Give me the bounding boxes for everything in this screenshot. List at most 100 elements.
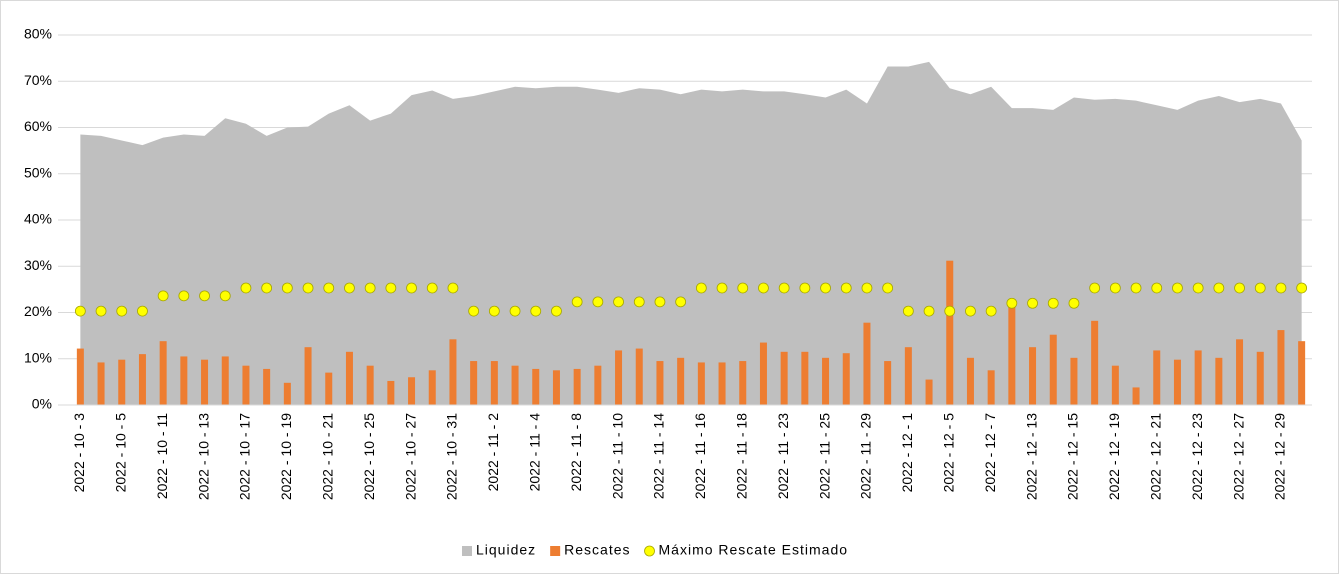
x-tick-label: 2022 - 11 - 8 xyxy=(568,413,584,492)
bar xyxy=(1091,320,1099,405)
legend-label: Liquidez xyxy=(476,542,536,558)
x-tick-label: 2022 - 12 - 1 xyxy=(899,413,915,493)
dot xyxy=(385,282,397,294)
dot xyxy=(364,282,376,294)
bar xyxy=(1008,305,1016,405)
dot xyxy=(137,305,148,317)
legend: Liquidez Rescates Máximo Rescate Estimado xyxy=(462,542,849,558)
bar xyxy=(1194,350,1202,405)
bar xyxy=(780,351,788,405)
bar xyxy=(118,359,126,405)
dot xyxy=(1296,282,1308,294)
bar xyxy=(1029,347,1037,405)
dot xyxy=(1089,282,1101,294)
x-tick-label: 2022 - 11 - 16 xyxy=(692,413,708,499)
legend-swatch xyxy=(462,546,472,556)
bar xyxy=(138,354,146,405)
y-tick-label: 30% xyxy=(24,257,52,273)
bar xyxy=(511,365,519,405)
bar xyxy=(966,357,974,405)
dot xyxy=(199,290,210,302)
bar xyxy=(718,362,726,405)
bar xyxy=(470,361,478,405)
x-tick-label: 2022 - 12 - 7 xyxy=(982,413,998,493)
dot xyxy=(758,282,769,294)
bar xyxy=(1132,387,1140,405)
bar xyxy=(304,347,312,405)
y-tick-label: 20% xyxy=(24,303,52,319)
bar xyxy=(263,368,271,405)
x-tick-label: 2022 - 11 - 25 xyxy=(816,413,832,499)
bar xyxy=(449,339,457,405)
dot xyxy=(447,282,459,294)
dot xyxy=(654,296,666,308)
x-tick-label: 2022 - 11 - 4 xyxy=(526,413,542,492)
bar xyxy=(1256,351,1264,405)
dot xyxy=(116,305,128,317)
dot xyxy=(592,296,604,308)
bar xyxy=(863,322,871,405)
bar xyxy=(345,351,353,405)
bar xyxy=(1153,350,1161,405)
dot xyxy=(944,305,956,317)
dot xyxy=(261,282,273,294)
x-tick-label: 2022 - 11 - 18 xyxy=(733,413,749,499)
y-tick-label: 70% xyxy=(24,72,52,88)
x-tick-label: 2022 - 10 - 17 xyxy=(237,413,253,500)
bar xyxy=(242,365,250,405)
dot xyxy=(95,305,107,317)
dot xyxy=(240,282,252,294)
bar xyxy=(490,361,498,405)
x-tick-label: 2022 - 12 - 19 xyxy=(1106,413,1122,500)
legend-label: Máximo Rescate Estimado xyxy=(659,542,849,558)
y-tick-label: 40% xyxy=(24,211,52,227)
dot xyxy=(530,305,542,317)
bar xyxy=(159,341,167,405)
dot xyxy=(1254,282,1266,294)
x-tick-label: 2022 - 12 - 5 xyxy=(940,413,956,493)
dot xyxy=(323,282,335,294)
bar xyxy=(325,372,333,405)
y-tick-label: 10% xyxy=(24,349,52,365)
x-tick-label: 2022 - 11 - 10 xyxy=(609,413,625,499)
x-tick-label: 2022 - 11 - 2 xyxy=(485,413,501,492)
dot xyxy=(1213,282,1225,294)
bar xyxy=(532,368,540,405)
legend-swatch xyxy=(644,545,655,557)
bar xyxy=(1298,341,1306,405)
bar xyxy=(1070,357,1078,405)
x-tick-label: 2022 - 10 - 5 xyxy=(112,413,128,493)
bar xyxy=(221,356,229,405)
legend-swatch xyxy=(550,546,561,556)
bar xyxy=(842,353,850,405)
dot xyxy=(1130,282,1142,294)
dot xyxy=(1192,282,1204,294)
bar xyxy=(180,356,188,405)
dot xyxy=(1151,282,1163,294)
dot xyxy=(219,290,231,302)
dot xyxy=(468,305,480,317)
x-tick-label: 2022 - 12 - 23 xyxy=(1189,413,1205,500)
bar xyxy=(904,347,912,405)
dot xyxy=(344,282,355,294)
dot xyxy=(716,282,728,294)
y-tick-label: 60% xyxy=(24,118,52,134)
dot xyxy=(861,282,873,294)
y-tick-label: 80% xyxy=(24,26,52,42)
x-tick-label: 2022 - 10 - 13 xyxy=(195,413,211,500)
dot xyxy=(965,305,976,317)
dot xyxy=(882,282,894,294)
legend-label: Rescates xyxy=(564,542,630,558)
dot xyxy=(157,290,169,302)
bar xyxy=(739,361,747,405)
dot xyxy=(281,282,293,294)
bar xyxy=(573,368,581,405)
x-tick-label: 2022 - 12 - 29 xyxy=(1272,413,1288,500)
dot xyxy=(695,282,707,294)
bar xyxy=(759,342,767,405)
dot xyxy=(1275,282,1287,294)
bar xyxy=(201,359,209,405)
dot xyxy=(1006,297,1018,309)
x-tick-label: 2022 - 10 - 11 xyxy=(154,413,170,499)
